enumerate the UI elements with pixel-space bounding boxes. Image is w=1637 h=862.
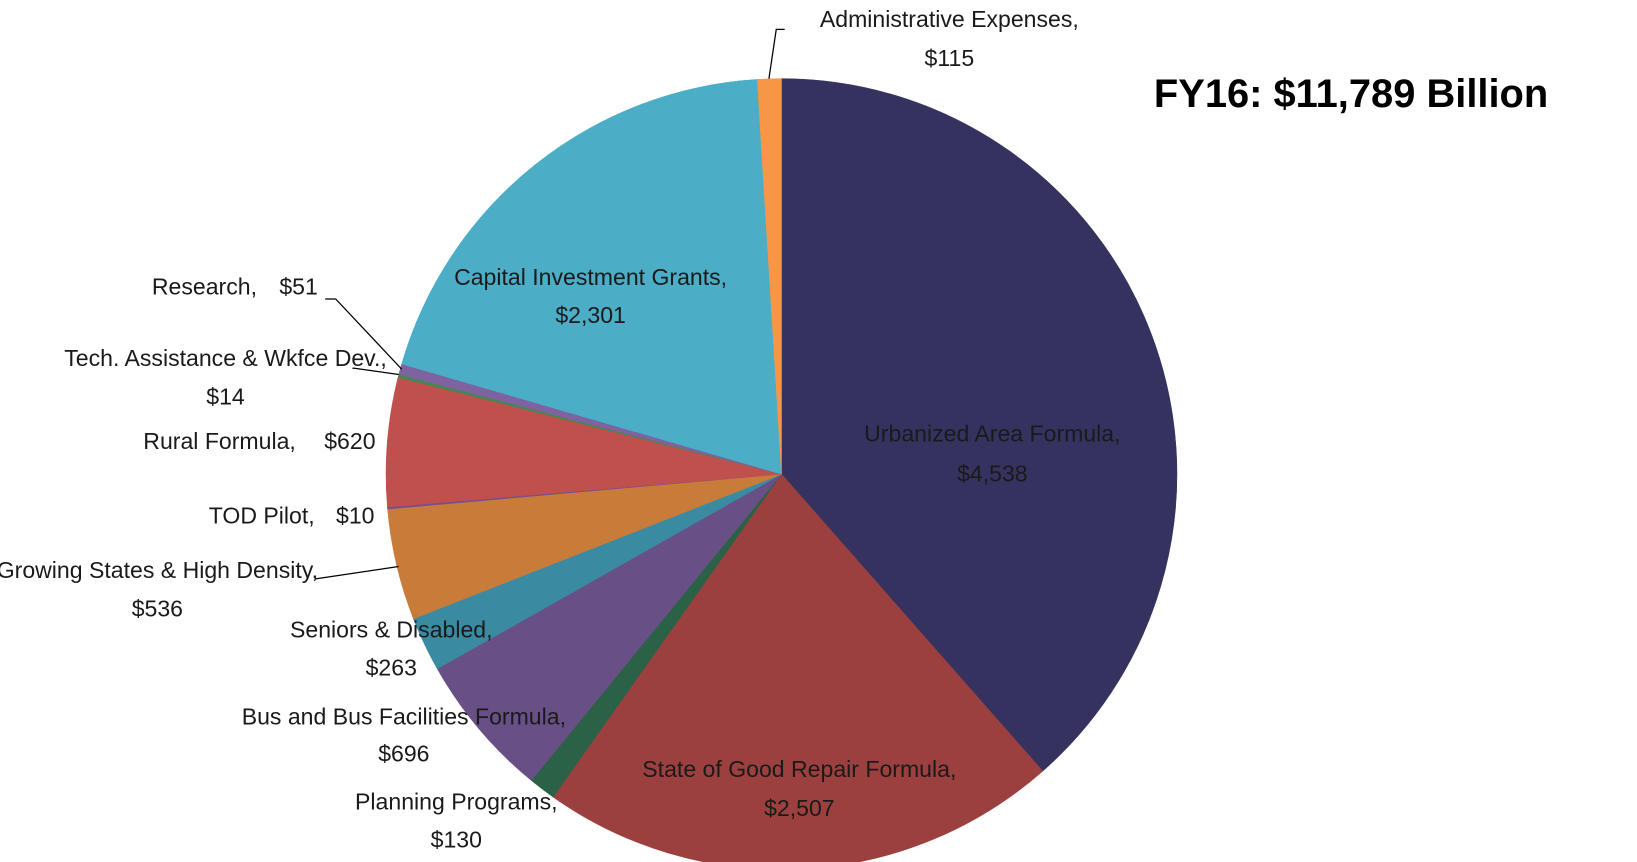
value-label: $620 [324,428,375,454]
pie-slice [781,78,1178,772]
slice-label: Research, [152,274,257,300]
slice-label: State of Good Repair Formula, [642,756,956,782]
value-label: $10 [336,502,374,528]
value-label: $263 [366,654,417,680]
leader-line [768,28,785,79]
value-label: $536 [132,596,183,622]
value-label: $51 [279,274,317,300]
value-label: $14 [206,384,245,410]
leader-line [352,367,399,376]
slice-label: Capital Investment Grants, [454,264,727,290]
value-label: $696 [378,740,429,766]
leader-line [314,565,399,580]
pie-slice [552,473,1044,862]
pie-slice [401,79,782,475]
value-label: $130 [431,826,482,852]
value-label: $2,301 [555,302,626,328]
value-label: $2,507 [764,795,835,821]
value-label: $115 [925,45,975,71]
value-label: $4,538 [957,460,1028,486]
slice-label: TOD Pilot, [209,502,315,528]
slice-label: Planning Programs, [355,789,558,815]
pie-slice [436,473,782,781]
chart-body: FY16: $11,789 Billion Urbanized Area For… [0,6,1548,862]
slice-label: Rural Formula, [143,428,296,454]
slice-label: Administrative Expenses, [820,6,1079,32]
slice-label: Urbanized Area Formula, [864,420,1120,446]
chart-title: FY16: $11,789 Billion [1154,72,1548,116]
pie-slice [756,78,782,475]
leader-line [325,298,403,370]
slice-label: Seniors & Disabled, [290,617,493,643]
slice-label: Growing States & High Density, [0,557,318,583]
slice-label: Bus and Bus Facilities Formula, [242,704,566,730]
slice-label: Tech. Assistance & Wkfce Dev., [64,345,387,371]
